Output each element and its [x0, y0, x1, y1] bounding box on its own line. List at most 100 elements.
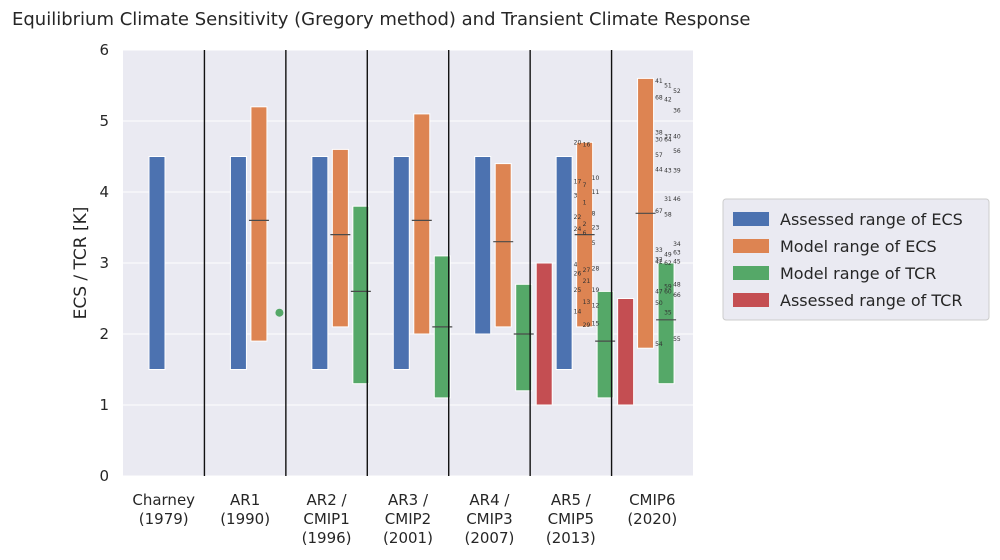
- model-number-label: 36: [673, 107, 681, 114]
- range-bar: [331, 148, 349, 328]
- data-point: [275, 308, 284, 317]
- legend-entry: Assessed range of ECS: [780, 210, 963, 229]
- model-number-label: 64: [664, 136, 672, 143]
- range-bar: [657, 262, 675, 385]
- model-number-label: 50: [655, 300, 663, 307]
- model-number-label: 54: [655, 341, 663, 348]
- x-tick-label: CMIP5: [548, 510, 594, 528]
- model-number-label: 63: [673, 249, 681, 256]
- x-tick-labels: Charney(1979) AR1(1990) AR2 /CMIP1(1996) AR…: [132, 491, 677, 547]
- model-number-label: 56: [673, 148, 681, 155]
- model-number-label: 67: [655, 208, 663, 215]
- legend-swatch: [733, 212, 769, 226]
- x-tick-label: AR4 /: [469, 491, 510, 509]
- y-tick-label: 5: [99, 112, 109, 130]
- model-number-label: 10: [592, 175, 600, 182]
- model-number-label: 44: [655, 166, 663, 173]
- legend-box: [722, 198, 990, 321]
- model-number-label: 31: [664, 196, 672, 203]
- model-number-label: 23: [592, 225, 600, 232]
- y-tick-labels: 0 1 2 3 4 5 6: [99, 41, 109, 485]
- model-number-label: 19: [592, 287, 600, 294]
- model-number-label: 40: [673, 134, 681, 141]
- x-tick-label: (2013): [546, 529, 596, 547]
- model-number-label: 20: [574, 139, 582, 146]
- model-number-label: 8: [592, 210, 596, 217]
- model-number-label: 46: [673, 196, 681, 203]
- model-number-label: 42: [664, 97, 672, 104]
- range-bar: [515, 283, 533, 392]
- y-tick-label: 6: [99, 41, 109, 59]
- legend: Assessed range of ECS Model range of ECS M…: [722, 198, 990, 321]
- model-number-label: 52: [673, 88, 681, 95]
- model-number-label: 2: [583, 221, 587, 228]
- model-number-label: 15: [592, 320, 600, 327]
- range-bar: [311, 156, 329, 370]
- model-number-label: 7: [583, 182, 587, 189]
- model-number-label: 1: [583, 200, 587, 207]
- model-number-label: 68: [655, 95, 663, 102]
- model-number-label: 29: [583, 322, 591, 329]
- y-tick-label: 2: [99, 325, 109, 343]
- x-tick-label: CMIP3: [466, 510, 512, 528]
- x-tick-label: CMIP6: [629, 491, 675, 509]
- y-tick-label: 0: [99, 467, 109, 485]
- model-number-label: 48: [673, 281, 681, 288]
- model-number-label: 49: [664, 251, 672, 258]
- legend-swatch: [733, 266, 769, 280]
- model-number-label: 5: [592, 240, 596, 247]
- legend-swatch: [733, 293, 769, 307]
- model-number-label: 16: [583, 141, 591, 148]
- x-tick-label: (2020): [627, 510, 677, 528]
- x-tick-label: Charney: [132, 491, 195, 509]
- model-number-label: 43: [664, 168, 672, 175]
- model-number-label: 11: [592, 189, 600, 196]
- model-number-label: 4: [574, 261, 578, 268]
- range-bar: [494, 163, 512, 328]
- range-bar: [352, 205, 370, 385]
- model-number-label: 25: [574, 287, 582, 294]
- model-number-label: 24: [574, 226, 582, 233]
- model-number-label: 14: [574, 308, 582, 315]
- y-tick-label: 4: [99, 183, 109, 201]
- x-tick-label: (2007): [464, 529, 514, 547]
- model-number-label: 26: [574, 271, 582, 278]
- range-bar: [229, 156, 247, 370]
- bars: [148, 77, 677, 406]
- model-number-label: 3: [574, 193, 578, 200]
- model-number-label: 60: [664, 288, 672, 295]
- x-tick-label: (2001): [383, 529, 433, 547]
- model-number-label: 35: [664, 310, 672, 317]
- range-bar: [555, 156, 573, 370]
- model-number-label: 13: [583, 299, 591, 306]
- model-number-label: 6: [583, 230, 587, 237]
- model-number-label: 22: [574, 214, 582, 221]
- x-tick-label: AR3 /: [388, 491, 429, 509]
- era-dividers: [203, 50, 613, 476]
- range-bar: [148, 156, 166, 370]
- model-number-label: 37: [664, 134, 672, 141]
- model-number-label: 39: [673, 168, 681, 175]
- range-bar: [413, 113, 431, 335]
- y-tick-label: 3: [99, 254, 109, 272]
- legend-entry: Model range of ECS: [780, 237, 937, 256]
- legend-entry: Assessed range of TCR: [780, 291, 962, 310]
- model-number-label: 17: [574, 178, 582, 185]
- range-bar: [617, 298, 635, 406]
- range-bar: [392, 156, 410, 370]
- legend-entry: Model range of TCR: [780, 264, 936, 283]
- model-number-label: 62: [664, 260, 672, 267]
- range-bar: [250, 106, 268, 342]
- model-number-label: 51: [664, 83, 672, 90]
- model-number-label: 30: [655, 136, 663, 143]
- x-tick-label: CMIP1: [303, 510, 349, 528]
- model-number-label: 66: [673, 292, 681, 299]
- range-bar: [596, 290, 614, 399]
- model-number-label: 45: [673, 259, 681, 266]
- y-axis-label: ECS / TCR [K]: [71, 207, 91, 320]
- range-bar: [535, 262, 553, 406]
- range-bar: [474, 156, 492, 335]
- x-tick-label: (1996): [302, 529, 352, 547]
